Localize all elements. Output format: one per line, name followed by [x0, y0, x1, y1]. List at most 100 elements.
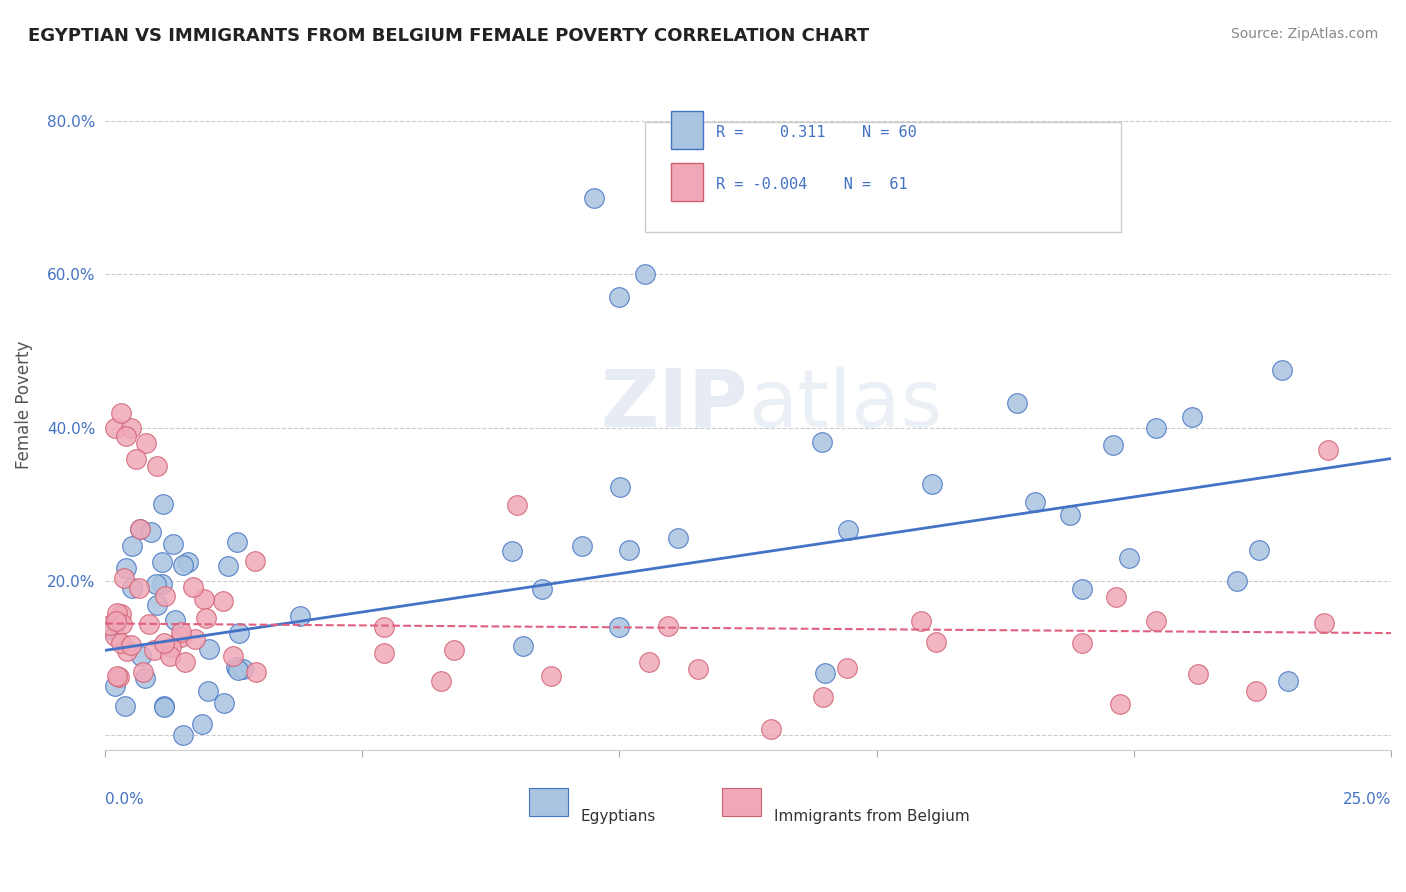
- Point: [165, 613, 187, 627]
- Point: [110, 636, 132, 650]
- Point: [145, 577, 167, 591]
- Point: [221, 649, 243, 664]
- Point: [105, 606, 128, 620]
- Text: ZIP: ZIP: [600, 366, 748, 444]
- Bar: [530, 788, 568, 815]
- Point: [505, 498, 527, 512]
- Text: 0.0%: 0.0%: [105, 791, 143, 806]
- Point: [1313, 615, 1336, 630]
- Point: [128, 581, 150, 595]
- Point: [128, 522, 150, 536]
- Point: [225, 659, 247, 673]
- Point: [152, 497, 174, 511]
- Point: [105, 669, 128, 683]
- Point: [150, 576, 173, 591]
- Point: [98, 618, 121, 632]
- Point: [540, 669, 562, 683]
- Point: [152, 699, 174, 714]
- Point: [619, 543, 641, 558]
- Point: [153, 698, 176, 713]
- Point: [910, 614, 932, 628]
- Point: [114, 428, 136, 442]
- Point: [172, 558, 194, 572]
- Point: [1144, 421, 1167, 435]
- Point: [288, 608, 311, 623]
- Point: [761, 722, 783, 736]
- Point: [1144, 614, 1167, 628]
- Point: [112, 571, 135, 585]
- Point: [1108, 697, 1130, 711]
- Point: [194, 611, 217, 625]
- Point: [1024, 495, 1046, 509]
- Point: [373, 620, 395, 634]
- Text: Source: ZipAtlas.com: Source: ZipAtlas.com: [1230, 27, 1378, 41]
- Point: [111, 617, 134, 632]
- Text: R =    0.311    N = 60: R = 0.311 N = 60: [716, 125, 917, 140]
- Point: [1317, 443, 1340, 458]
- Point: [245, 665, 267, 679]
- Point: [129, 648, 152, 663]
- Point: [110, 405, 132, 419]
- Point: [609, 480, 631, 494]
- Point: [1271, 363, 1294, 377]
- Point: [176, 555, 198, 569]
- Point: [120, 639, 142, 653]
- Point: [105, 614, 128, 628]
- Point: [921, 476, 943, 491]
- Point: [657, 619, 679, 633]
- Point: [1226, 574, 1249, 589]
- Text: EGYPTIAN VS IMMIGRANTS FROM BELGIUM FEMALE POVERTY CORRELATION CHART: EGYPTIAN VS IMMIGRANTS FROM BELGIUM FEMA…: [28, 27, 869, 45]
- Point: [373, 646, 395, 660]
- Point: [134, 671, 156, 685]
- Point: [232, 662, 254, 676]
- Point: [835, 661, 858, 675]
- Point: [115, 643, 138, 657]
- Point: [108, 670, 131, 684]
- Point: [131, 665, 153, 680]
- Point: [128, 522, 150, 536]
- Point: [153, 636, 176, 650]
- Point: [609, 620, 631, 634]
- Point: [512, 639, 534, 653]
- Point: [155, 589, 177, 603]
- Point: [666, 531, 689, 545]
- Point: [114, 699, 136, 714]
- Point: [135, 436, 157, 450]
- Point: [1181, 410, 1204, 425]
- Point: [104, 629, 127, 643]
- Point: [634, 268, 657, 282]
- Point: [160, 640, 183, 654]
- Point: [226, 535, 249, 549]
- Point: [174, 655, 197, 669]
- Point: [125, 451, 148, 466]
- Point: [1249, 543, 1271, 558]
- Point: [430, 674, 453, 689]
- Point: [1071, 582, 1094, 596]
- Point: [162, 536, 184, 550]
- Point: [120, 421, 142, 435]
- Point: [146, 598, 169, 612]
- Point: [191, 717, 214, 731]
- Point: [145, 459, 167, 474]
- Point: [1244, 683, 1267, 698]
- Text: Immigrants from Belgium: Immigrants from Belgium: [773, 809, 970, 824]
- Point: [121, 539, 143, 553]
- Point: [1187, 667, 1209, 681]
- Point: [172, 728, 194, 742]
- Point: [1105, 590, 1128, 604]
- Point: [688, 662, 710, 676]
- Text: R = -0.004    N =  61: R = -0.004 N = 61: [716, 177, 907, 192]
- Point: [138, 617, 160, 632]
- Point: [814, 666, 837, 681]
- Bar: [671, 163, 703, 202]
- Point: [197, 641, 219, 656]
- Text: Egyptians: Egyptians: [581, 809, 657, 824]
- Point: [226, 664, 249, 678]
- Text: atlas: atlas: [748, 366, 942, 444]
- Point: [245, 554, 267, 568]
- Point: [121, 582, 143, 596]
- Point: [811, 435, 834, 450]
- Bar: [723, 788, 761, 815]
- Point: [212, 696, 235, 710]
- Point: [170, 624, 193, 639]
